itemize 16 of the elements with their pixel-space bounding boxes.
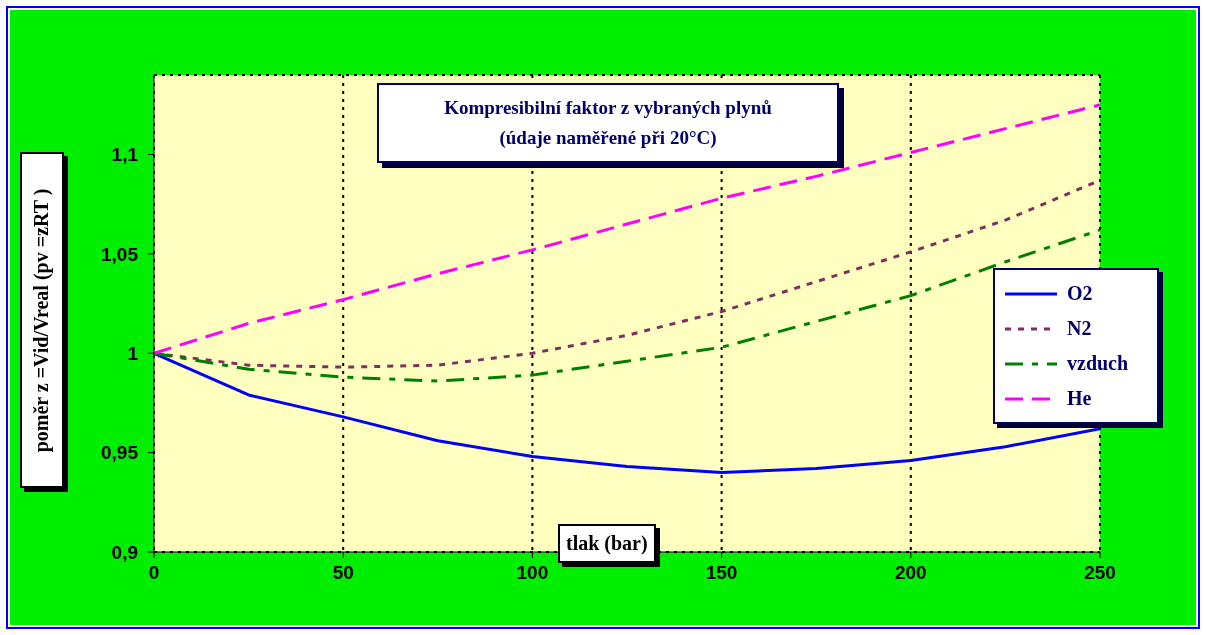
- legend-label: O2: [1067, 282, 1093, 305]
- y-tick-label: 1: [127, 342, 139, 364]
- x-tick-label: 200: [894, 562, 927, 584]
- x-tick-label: 50: [332, 562, 354, 584]
- legend-label: N2: [1067, 317, 1092, 340]
- legend-label: vzduch: [1067, 352, 1129, 375]
- y-tick-label: 0,9: [111, 541, 138, 563]
- y-tick-label: 0,95: [101, 442, 139, 464]
- x-tick-label: 250: [1084, 562, 1116, 584]
- x-tick-label: 0: [148, 562, 160, 584]
- y-tick-label: 1,05: [101, 243, 139, 265]
- legend-label: He: [1067, 387, 1092, 410]
- x-tick-label: 150: [705, 562, 738, 584]
- y-tick-label: 1,1: [111, 144, 139, 166]
- y-axis-title: poměr z =Vid/Vreal (pv =zRT ): [30, 188, 54, 452]
- x-tick-label: 100: [516, 562, 549, 584]
